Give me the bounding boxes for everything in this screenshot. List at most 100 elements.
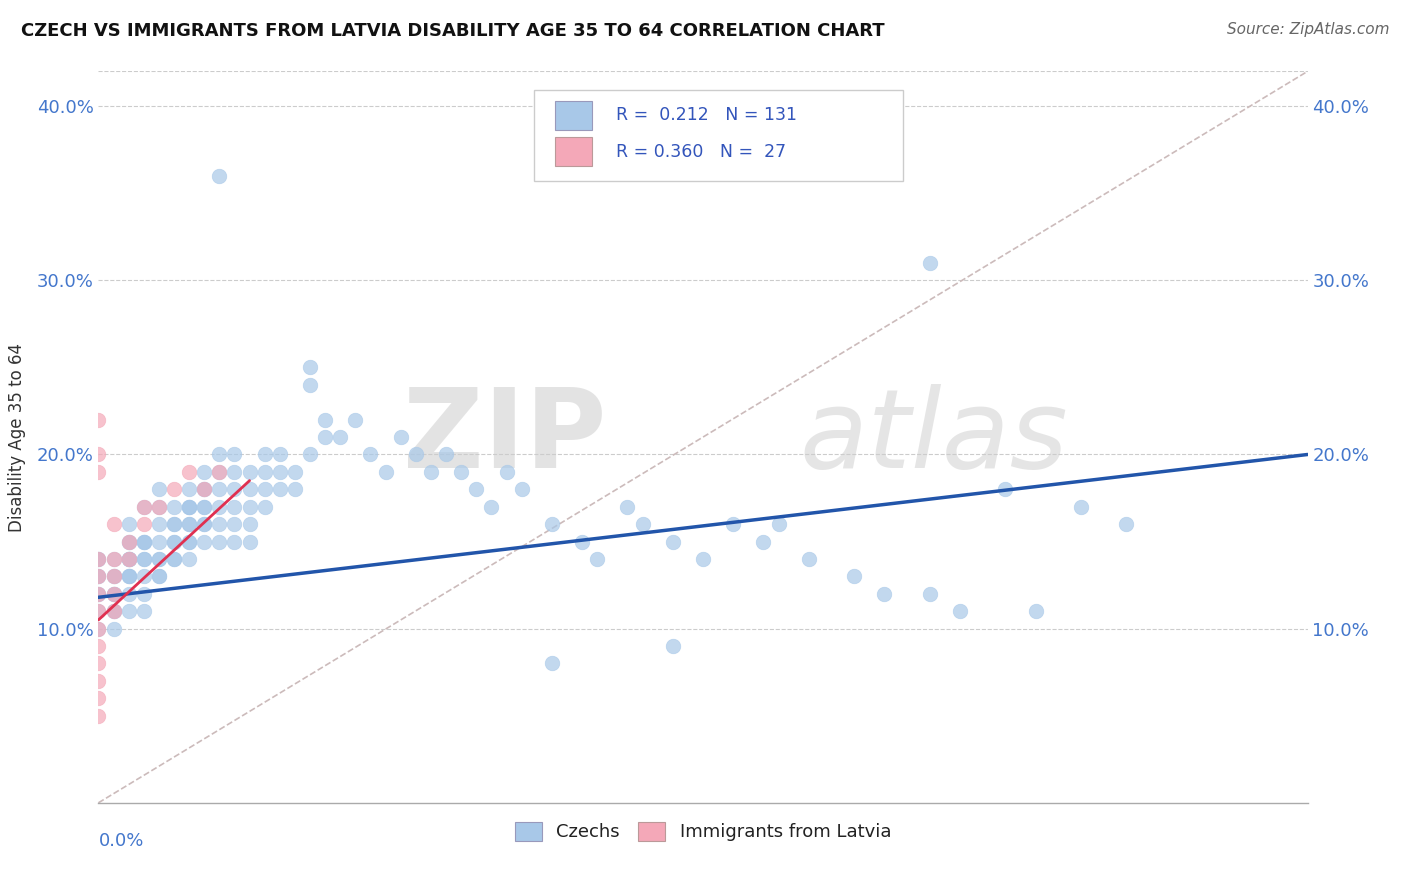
Point bbox=[434, 448, 457, 462]
Point bbox=[179, 517, 201, 532]
Text: R = 0.360   N =  27: R = 0.360 N = 27 bbox=[616, 143, 786, 161]
Point bbox=[420, 465, 443, 479]
Point bbox=[224, 534, 246, 549]
Point bbox=[132, 500, 155, 514]
Point bbox=[148, 569, 170, 583]
Point bbox=[208, 534, 231, 549]
Point bbox=[132, 604, 155, 618]
Point bbox=[208, 517, 231, 532]
Point bbox=[179, 500, 201, 514]
Point bbox=[87, 639, 110, 653]
Point bbox=[103, 569, 125, 583]
Point bbox=[103, 587, 125, 601]
Point bbox=[103, 569, 125, 583]
Point bbox=[132, 587, 155, 601]
Point bbox=[179, 465, 201, 479]
Point bbox=[193, 517, 215, 532]
Point bbox=[87, 657, 110, 671]
Point bbox=[148, 500, 170, 514]
Point bbox=[224, 448, 246, 462]
Point bbox=[269, 448, 291, 462]
Point bbox=[87, 604, 110, 618]
Point bbox=[118, 552, 141, 566]
Point bbox=[193, 483, 215, 497]
Point bbox=[193, 500, 215, 514]
Point bbox=[87, 587, 110, 601]
Point bbox=[148, 534, 170, 549]
Point bbox=[797, 552, 820, 566]
Point bbox=[224, 465, 246, 479]
Point bbox=[723, 517, 745, 532]
Point bbox=[179, 517, 201, 532]
Point bbox=[148, 569, 170, 583]
Point bbox=[571, 534, 593, 549]
Point bbox=[87, 622, 110, 636]
Point bbox=[148, 552, 170, 566]
Point bbox=[329, 430, 352, 444]
Point bbox=[193, 517, 215, 532]
Point bbox=[208, 448, 231, 462]
Point bbox=[132, 569, 155, 583]
Point bbox=[87, 673, 110, 688]
Point bbox=[224, 483, 246, 497]
Point bbox=[118, 569, 141, 583]
Point bbox=[87, 587, 110, 601]
Point bbox=[1115, 517, 1137, 532]
Text: CZECH VS IMMIGRANTS FROM LATVIA DISABILITY AGE 35 TO 64 CORRELATION CHART: CZECH VS IMMIGRANTS FROM LATVIA DISABILI… bbox=[21, 22, 884, 40]
Point bbox=[103, 517, 125, 532]
Point bbox=[269, 465, 291, 479]
Point bbox=[344, 412, 367, 426]
Point bbox=[118, 569, 141, 583]
Point bbox=[118, 517, 141, 532]
Point bbox=[87, 604, 110, 618]
Point bbox=[450, 465, 472, 479]
Point bbox=[692, 552, 714, 566]
Point bbox=[208, 465, 231, 479]
Point bbox=[118, 534, 141, 549]
Point bbox=[314, 430, 336, 444]
Point bbox=[118, 604, 141, 618]
Point bbox=[768, 517, 790, 532]
Point bbox=[132, 552, 155, 566]
Point bbox=[163, 500, 186, 514]
Point bbox=[103, 587, 125, 601]
Point bbox=[163, 483, 186, 497]
Point bbox=[314, 412, 336, 426]
Point bbox=[360, 448, 382, 462]
Point bbox=[87, 552, 110, 566]
Point bbox=[103, 587, 125, 601]
Point bbox=[118, 552, 141, 566]
Point bbox=[269, 483, 291, 497]
Point bbox=[405, 448, 427, 462]
Point bbox=[87, 552, 110, 566]
Point bbox=[239, 500, 262, 514]
Point bbox=[510, 483, 533, 497]
Point bbox=[132, 500, 155, 514]
Point bbox=[918, 587, 941, 601]
Point bbox=[87, 569, 110, 583]
Point bbox=[103, 622, 125, 636]
Point bbox=[132, 534, 155, 549]
Point bbox=[193, 483, 215, 497]
Point bbox=[239, 534, 262, 549]
Point bbox=[224, 517, 246, 532]
Point bbox=[103, 587, 125, 601]
Point bbox=[87, 569, 110, 583]
Point bbox=[299, 448, 322, 462]
Text: Source: ZipAtlas.com: Source: ZipAtlas.com bbox=[1226, 22, 1389, 37]
Point bbox=[389, 430, 412, 444]
Point bbox=[179, 500, 201, 514]
Point bbox=[103, 569, 125, 583]
Point bbox=[465, 483, 488, 497]
Point bbox=[118, 569, 141, 583]
Point bbox=[132, 534, 155, 549]
Point bbox=[208, 483, 231, 497]
Point bbox=[163, 517, 186, 532]
Point bbox=[208, 169, 231, 183]
Point bbox=[103, 604, 125, 618]
Point bbox=[118, 552, 141, 566]
Point bbox=[239, 517, 262, 532]
Point bbox=[374, 465, 396, 479]
Point bbox=[253, 500, 276, 514]
Point bbox=[87, 465, 110, 479]
